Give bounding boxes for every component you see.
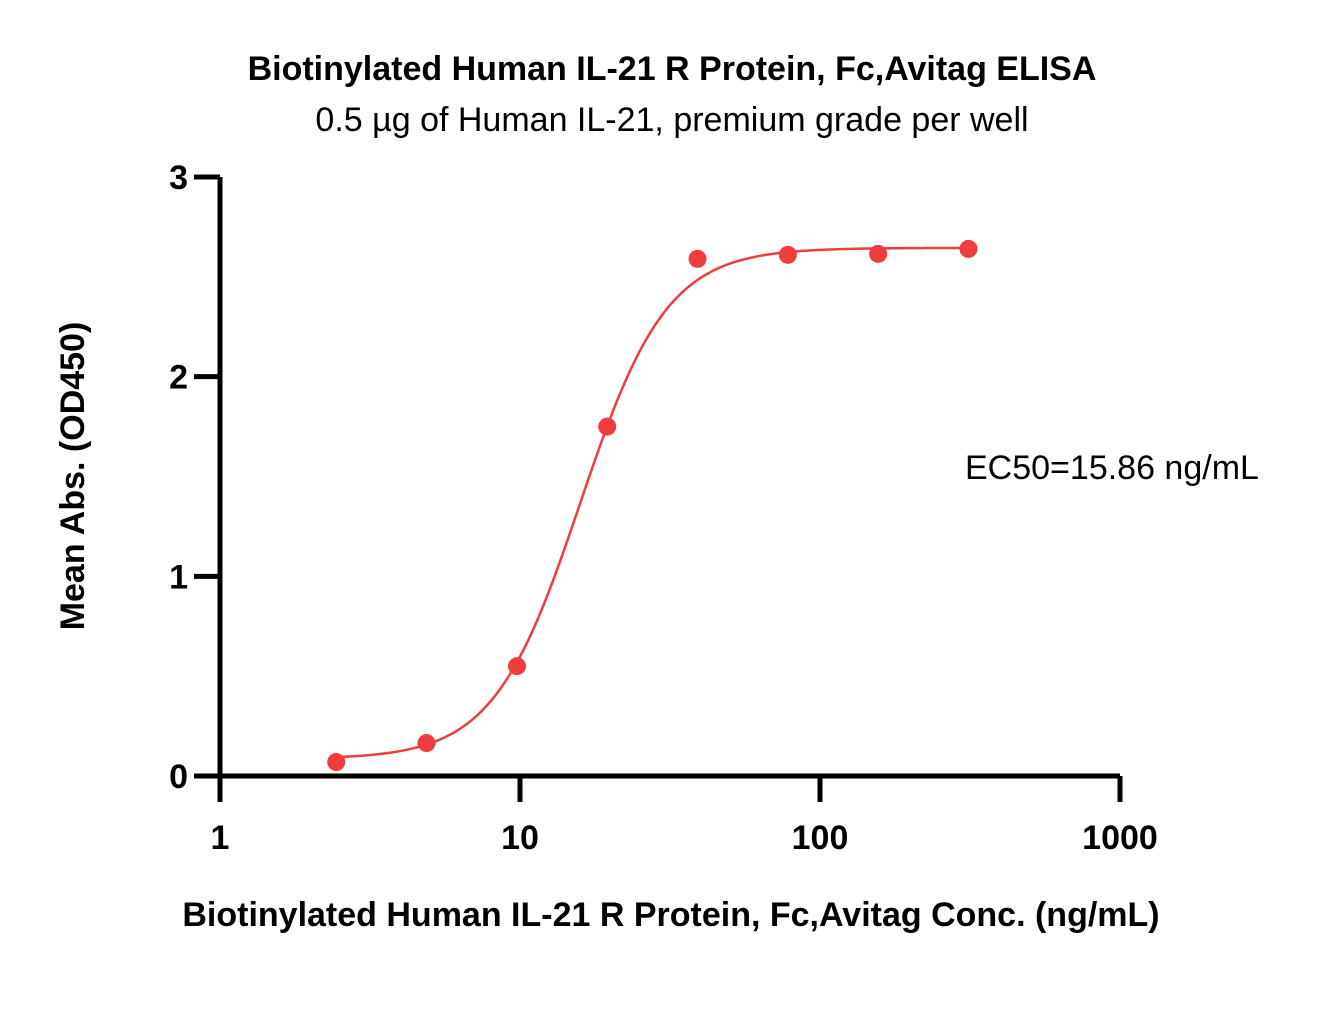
y-axis-label: Mean Abs. (OD450) <box>54 322 92 631</box>
data-point <box>327 753 346 772</box>
chart-subtitle: 0.5 µg of Human IL-21, premium grade per… <box>315 101 1028 139</box>
x-tick-label: 10 <box>501 819 539 857</box>
data-point <box>959 239 978 258</box>
fit-curve <box>336 246 969 759</box>
x-tick-label: 1000 <box>1082 819 1158 857</box>
x-tick-label: 100 <box>792 819 849 857</box>
axes <box>217 177 1120 779</box>
x-tick-label: 1 <box>211 819 230 857</box>
fit-curve-layer <box>336 246 969 759</box>
y-tick-label: 1 <box>169 558 188 596</box>
chart-title: Biotinylated Human IL-21 R Protein, Fc,A… <box>248 50 1097 88</box>
y-tick-label: 2 <box>169 359 188 397</box>
data-point <box>688 249 707 268</box>
data-point <box>507 657 526 676</box>
data-point <box>869 244 888 263</box>
ec50-annotation: EC50=15.86 ng/mL <box>965 449 1259 487</box>
data-point <box>598 417 617 436</box>
data-point <box>778 245 797 264</box>
y-tick-label: 3 <box>169 159 188 197</box>
data-points-layer <box>327 239 978 772</box>
y-tick-label: 0 <box>169 758 188 796</box>
data-point <box>417 734 436 753</box>
x-axis-label: Biotinylated Human IL-21 R Protein, Fc,A… <box>182 896 1159 934</box>
